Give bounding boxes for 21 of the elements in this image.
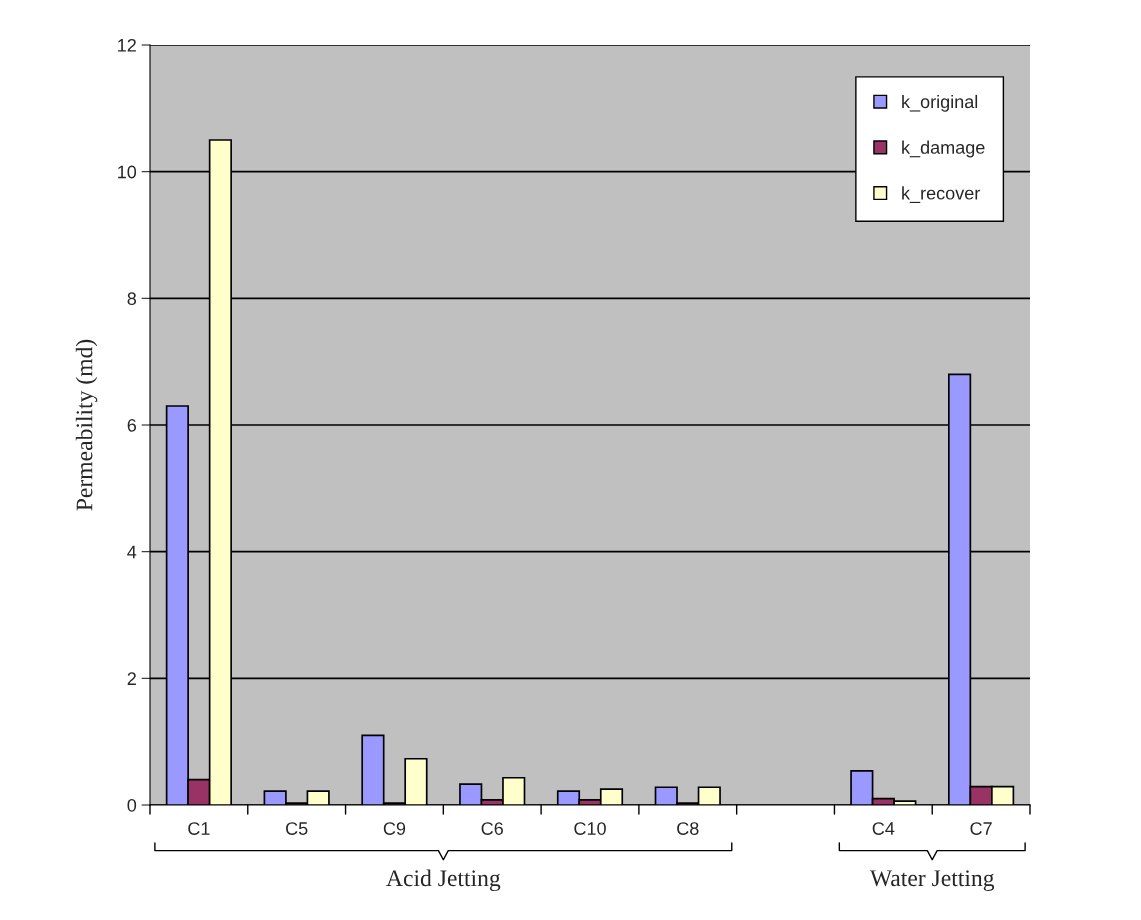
legend-label: k_original bbox=[902, 94, 978, 112]
text: Water Jetting bbox=[869, 870, 995, 892]
y-axis-title: Permeability (md) bbox=[75, 339, 98, 511]
text: Acid Jetting bbox=[386, 869, 501, 892]
legend-label: k_recover bbox=[902, 186, 980, 203]
y-tick-label: 10 bbox=[118, 165, 137, 179]
x-tick-label: C5 bbox=[286, 822, 308, 835]
x-tick-label: C9 bbox=[383, 822, 406, 835]
x-tick-label: C6 bbox=[481, 822, 503, 835]
y-tick-label: 8 bbox=[127, 292, 137, 306]
y-tick-label: 6 bbox=[127, 418, 137, 432]
x-tick-label: C4 bbox=[872, 822, 895, 835]
y-tick-label: 4 bbox=[127, 545, 137, 559]
x-tick-label: C8 bbox=[677, 822, 699, 835]
y-tick-label: 2 bbox=[127, 672, 136, 685]
x-tick-label: C1 bbox=[188, 822, 210, 835]
x-tick-label: C10 bbox=[574, 822, 606, 835]
y-tick-label: 0 bbox=[127, 798, 137, 812]
y-tick-label: 12 bbox=[118, 38, 136, 52]
x-tick-label: C7 bbox=[970, 822, 992, 835]
legend-label: k_damage bbox=[902, 140, 985, 158]
